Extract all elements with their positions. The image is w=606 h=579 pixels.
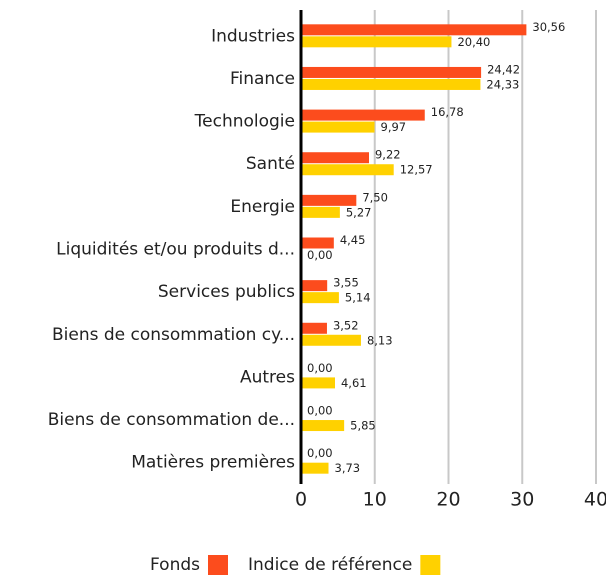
- value-label: 30,56: [532, 20, 565, 34]
- bar: [301, 164, 394, 176]
- value-label: 3,73: [335, 461, 361, 475]
- value-label: 16,78: [431, 105, 464, 119]
- value-label: 24,42: [487, 62, 520, 76]
- value-label: 5,85: [350, 419, 376, 433]
- bar: [301, 377, 335, 389]
- bar: [301, 420, 345, 432]
- value-label: 3,52: [333, 318, 359, 332]
- x-tick-label: 10: [363, 489, 387, 511]
- value-label: 0,00: [307, 248, 333, 262]
- value-label: 7,50: [362, 190, 388, 204]
- bar: [301, 292, 339, 304]
- value-label: 0,00: [307, 446, 333, 460]
- value-label: 5,14: [345, 291, 371, 305]
- category-label: Santé: [246, 154, 295, 174]
- value-label: 4,45: [340, 233, 366, 247]
- category-label: Matières premières: [131, 453, 295, 473]
- category-label: Biens de consommation de...: [48, 410, 295, 430]
- legend-swatch: [208, 555, 228, 575]
- category-label: Services publics: [158, 282, 295, 302]
- category-label: Industries: [211, 26, 295, 46]
- legend-label: Indice de référence: [248, 555, 412, 575]
- bar: [301, 121, 375, 133]
- value-label: 9,22: [375, 148, 401, 162]
- bar: [301, 462, 329, 474]
- x-tick-label: 30: [510, 489, 534, 511]
- value-label: 24,33: [486, 77, 519, 91]
- bar: [301, 36, 452, 48]
- bar: [301, 109, 425, 121]
- category-label: Energie: [230, 197, 295, 217]
- value-label: 8,13: [367, 333, 393, 347]
- value-label: 0,00: [307, 361, 333, 375]
- bar: [301, 66, 482, 78]
- legend-swatch: [420, 555, 441, 575]
- x-tick-label: 40: [584, 489, 606, 511]
- value-label: 0,00: [307, 404, 333, 418]
- bar: [301, 206, 340, 218]
- bar: [301, 280, 328, 292]
- value-label: 5,27: [346, 205, 372, 219]
- category-label: Liquidités et/ou produits d...: [56, 240, 295, 260]
- x-tick-label: 20: [436, 489, 460, 511]
- bar: [301, 78, 481, 90]
- x-tick-label: 0: [295, 489, 307, 511]
- bar: [301, 334, 361, 346]
- bar: [301, 24, 527, 36]
- value-label: 4,61: [341, 376, 367, 390]
- category-label: Biens de consommation cy...: [52, 325, 295, 345]
- bar: [301, 152, 369, 164]
- value-label: 20,40: [457, 35, 490, 49]
- bar: [301, 237, 334, 249]
- category-label: Technologie: [194, 112, 295, 132]
- value-label: 9,97: [381, 120, 407, 134]
- bar: [301, 194, 357, 206]
- legend-label: Fonds: [150, 555, 200, 575]
- category-label: Autres: [240, 367, 295, 387]
- value-label: 12,57: [400, 163, 433, 177]
- bar: [301, 322, 327, 334]
- value-label: 3,55: [333, 276, 359, 290]
- category-label: Finance: [230, 69, 295, 89]
